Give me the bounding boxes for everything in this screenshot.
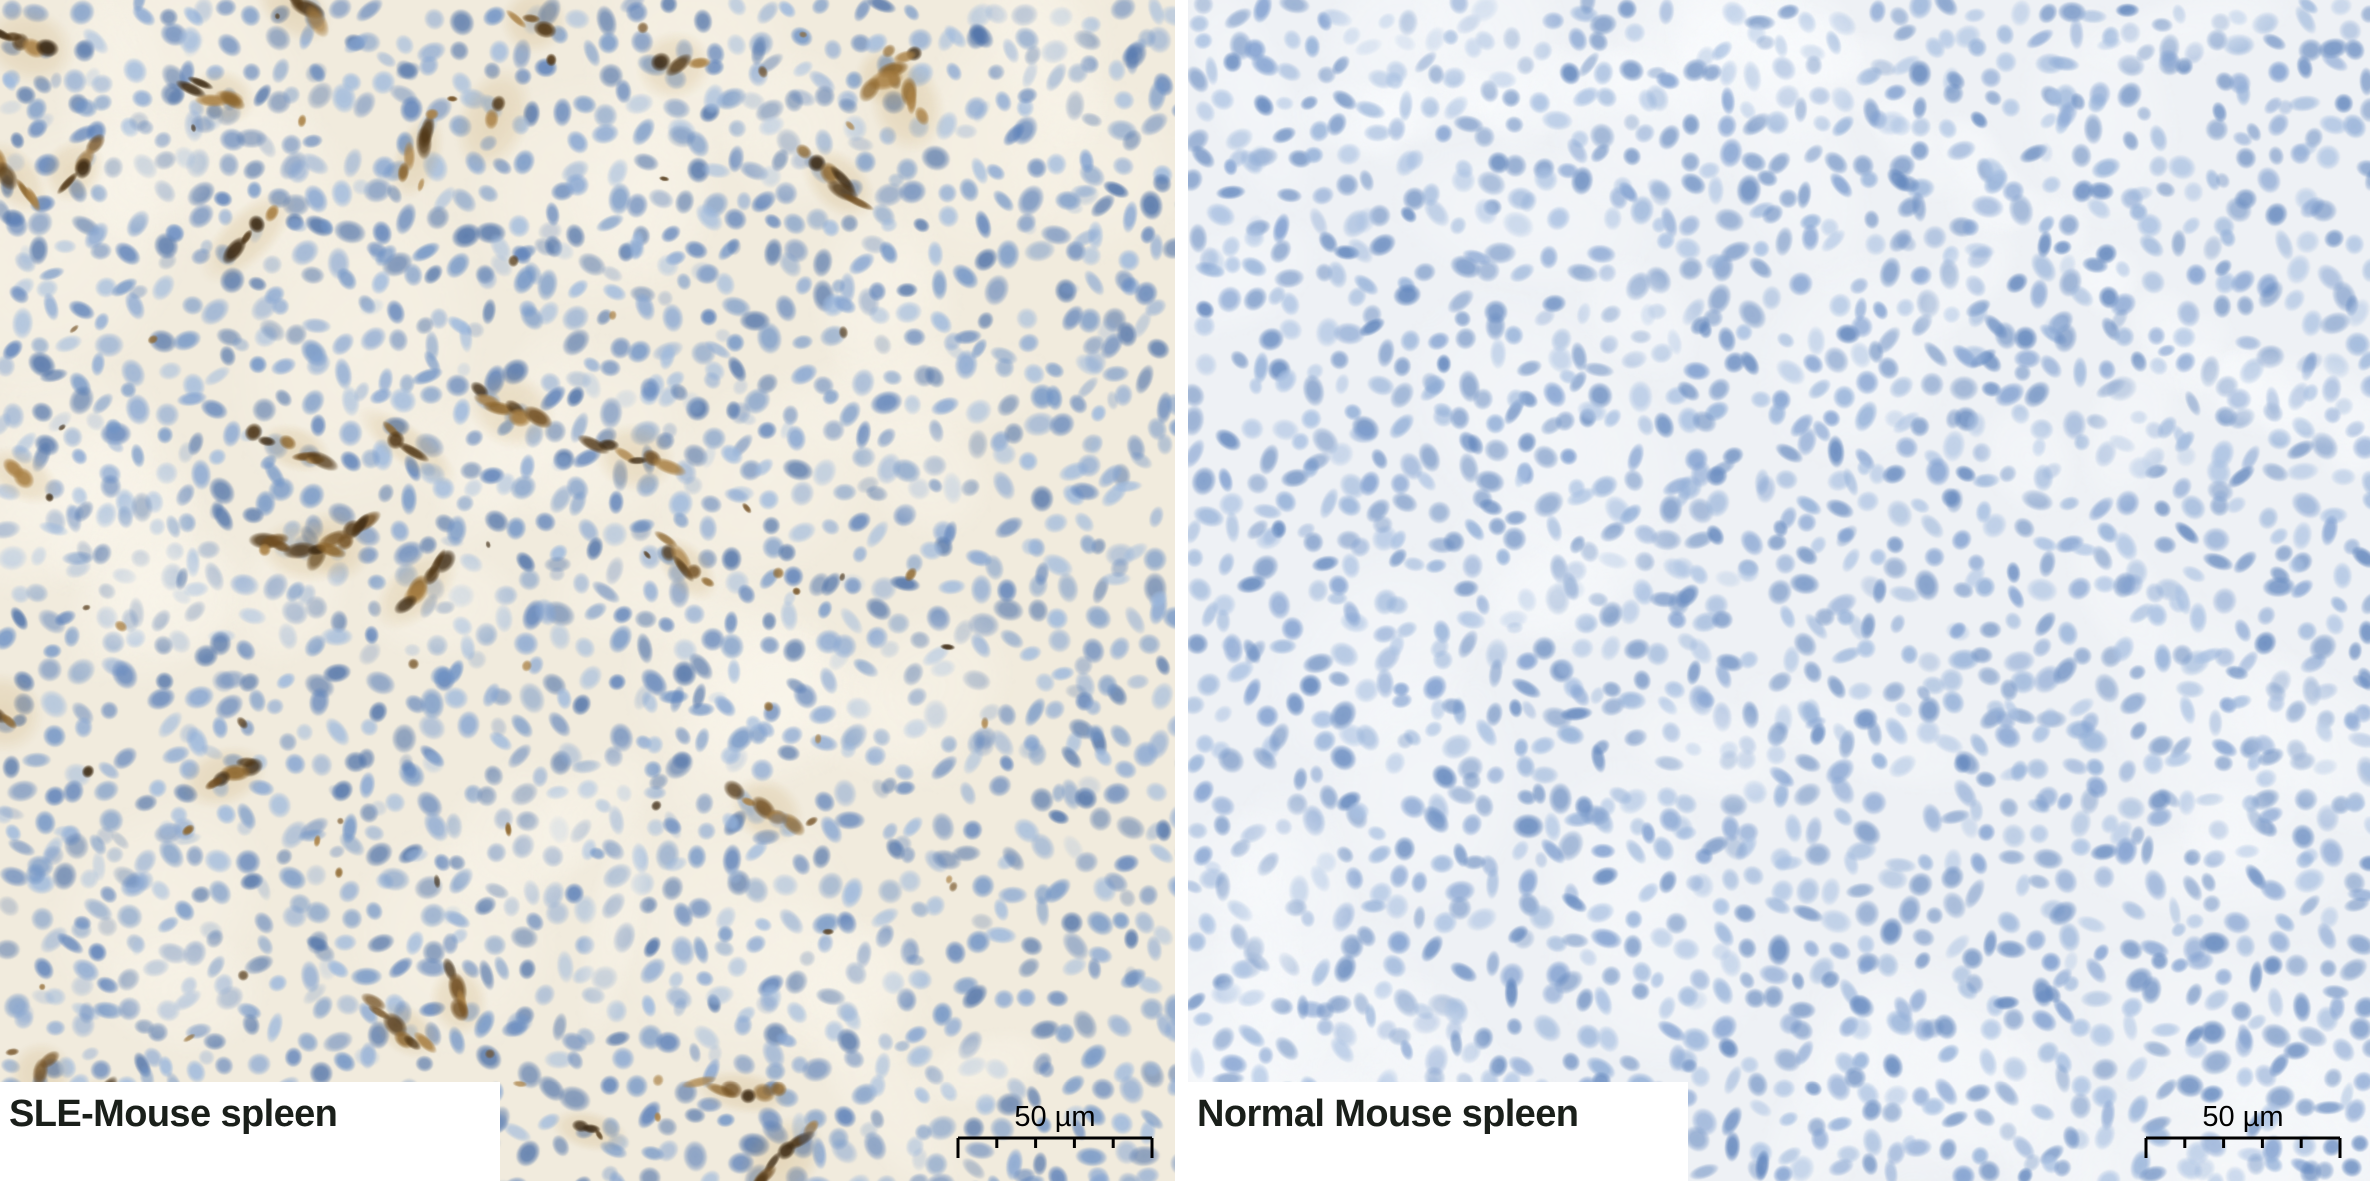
scale-bar-label: 50 µm (2202, 1101, 2284, 1133)
panel-divider (1175, 0, 1188, 1181)
micrograph-sle-spleen (0, 0, 1175, 1181)
panel-label-box-left: SLE-Mouse spleen (0, 1082, 500, 1181)
panel-label-normal: Normal Mouse spleen (1197, 1093, 1579, 1135)
panel-label-box-right: Normal Mouse spleen (1188, 1082, 1688, 1181)
scale-bar-left: 50 µm (955, 1101, 1155, 1160)
panel-normal-mouse-spleen: Normal Mouse spleen 50 µm (1188, 0, 2370, 1181)
micrograph-normal-spleen (1188, 0, 2370, 1181)
panel-sle-mouse-spleen: SLE-Mouse spleen 50 µm (0, 0, 1175, 1181)
panel-label-sle: SLE-Mouse spleen (9, 1093, 338, 1135)
scale-bar-label: 50 µm (1014, 1101, 1096, 1133)
scale-bar-ruler (956, 1136, 1154, 1158)
scale-bar-ruler (2144, 1136, 2342, 1158)
scale-bar-right: 50 µm (2143, 1101, 2343, 1160)
